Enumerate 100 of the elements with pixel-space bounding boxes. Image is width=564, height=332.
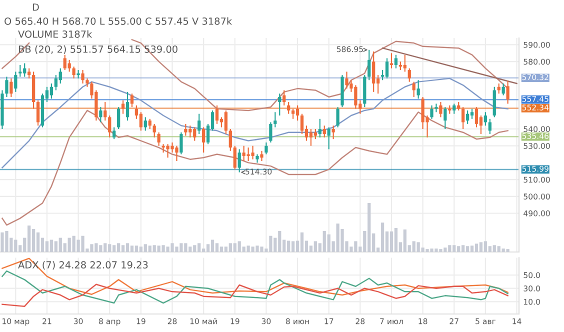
candlestick [152,123,156,138]
bar [134,246,138,252]
candlestick [50,82,54,100]
line-series [2,270,508,304]
candlestick [318,118,322,138]
candlestick [224,110,228,135]
candlestick [76,69,80,79]
candlestick [238,148,241,173]
candlestick [322,125,326,138]
candlestick [408,68,411,82]
line-series [2,78,508,168]
bar [484,241,488,252]
candlestick [112,126,116,140]
candlestick [282,90,286,106]
bar [506,249,510,252]
candlestick [372,50,376,92]
candlestick [332,125,335,140]
bar [130,246,134,252]
line-series [2,110,508,226]
candlestick [126,91,130,122]
candlestick [466,110,470,124]
candlestick [144,116,147,132]
candlestick [10,78,13,98]
candlestick [117,106,120,130]
bar [206,244,210,252]
text: VOLUME 3187k [18,30,92,38]
candlestick [72,66,76,79]
bar [36,232,40,252]
candlestick [157,132,160,146]
text: D [32,4,39,11]
candlestick [452,103,456,114]
bar [50,240,54,252]
candlestick [14,71,18,92]
candlestick [36,100,40,126]
candlestick [184,123,188,136]
candlestick [287,101,290,114]
bar [390,231,394,252]
bar [32,228,36,252]
candlestick [148,118,152,130]
candlestick [488,118,492,135]
candlestick [462,106,465,130]
candlestick [300,113,304,135]
bar [210,240,214,252]
candlestick [470,108,474,120]
candlestick [139,112,142,132]
candlestick [368,49,371,81]
candlestick [412,81,416,98]
candlestick [484,112,488,126]
candlestick [403,54,406,72]
candlestick [108,114,112,138]
candlestick [430,104,434,120]
candlestick [444,106,447,130]
candlestick [215,104,219,124]
candlestick [385,58,389,79]
candlestick [228,128,232,152]
bar [291,241,295,252]
candlestick [502,82,505,96]
candlestick [309,128,313,146]
candlestick [5,76,8,98]
bar [215,243,219,252]
candlestick [416,80,420,100]
bar [394,228,398,252]
bar [466,246,470,252]
bar [479,242,483,252]
candlestick [202,126,206,154]
candlestick [434,103,438,113]
candlestick [296,104,300,122]
candlestick [233,145,236,170]
bar [45,241,49,252]
text: O 565.40 H 568.70 L 555.00 C 557.45 V 3187k [4,17,232,25]
candlestick [269,122,272,144]
candlestick [260,150,264,162]
candlestick [274,112,277,128]
candlestick [18,64,22,78]
line-series [2,284,508,307]
bar [224,246,228,252]
candlestick [439,101,442,118]
candlestick [121,100,125,114]
bar [126,243,130,252]
candlestick [99,106,102,123]
bar [220,246,224,252]
candlestick [104,101,107,122]
bar [380,222,384,252]
candlestick [506,80,510,104]
candlestick [474,106,478,128]
candlestick [394,54,398,69]
candlestick [264,142,268,155]
candlestick [291,108,295,120]
candlestick [81,69,84,84]
candlestick [180,132,183,155]
bar [470,246,474,252]
line-series [2,258,508,296]
candlestick [198,113,201,135]
candlestick [68,59,71,72]
bar [300,232,304,252]
candlestick [28,68,31,79]
candlestick [336,106,340,128]
bar [474,244,478,252]
bar [121,245,125,252]
candlestick [327,126,330,150]
